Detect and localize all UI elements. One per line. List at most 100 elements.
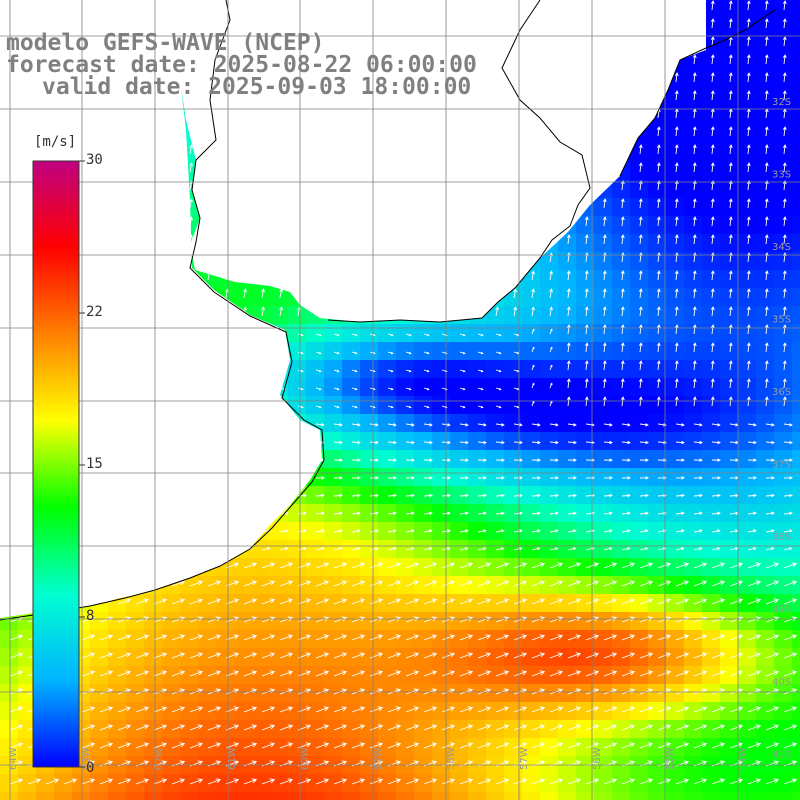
wind-cell [288,702,307,721]
lat-label: 35S [772,315,791,326]
lat-label: 34S [772,242,791,253]
wind-cell [378,648,397,667]
wind-cell [612,540,631,559]
wind-arrow [261,670,276,677]
wind-cell [360,702,379,721]
wind-cell [288,558,307,577]
wind-cell [414,342,433,361]
wind-cell [162,792,181,800]
wind-cell [738,360,757,379]
wind-cell [702,90,721,109]
wind-arrow [459,562,474,569]
wind-cell [540,630,559,649]
wind-cell [684,288,703,307]
wind-arrow [638,288,643,299]
wind-arrow [531,440,541,445]
wind-arrow [710,342,715,353]
wind-arrow [621,493,631,498]
wind-cell [630,198,649,217]
wind-arrow [81,742,96,749]
wind-cell [432,684,451,703]
wind-cell [594,486,613,505]
wind-arrow [315,351,322,355]
wind-cell [450,576,469,595]
wind-arrow [207,670,222,677]
wind-arrow [405,742,420,749]
wind-cell [234,720,253,739]
wind-arrow [549,742,564,749]
wind-arrow [333,598,348,605]
wind-cell [630,504,649,523]
wind-arrow [765,652,780,659]
wind-arrow [584,378,589,389]
wind-arrow [728,198,733,209]
wind-cell [414,720,433,739]
wind-cell [18,774,37,793]
wind-arrow [153,598,168,605]
wind-cell [378,378,397,397]
wind-cell [414,432,433,451]
wind-cell [144,720,163,739]
wind-arrow [405,476,415,480]
wind-cell [342,450,361,469]
wind-arrow [423,546,433,551]
wind-cell [522,666,541,685]
wind-cell [234,594,253,613]
wind-arrow [746,396,751,407]
wind-arrow [603,598,618,605]
wind-arrow [692,180,697,191]
wind-arrow [621,616,636,623]
wind-arrow [783,423,793,427]
wind-arrow [711,742,726,749]
wind-arrow [531,476,541,480]
wind-arrow [495,562,510,569]
wind-arrow [639,706,654,713]
wind-cell [468,378,487,397]
wind-arrow [620,378,625,389]
wind-arrow [351,387,358,391]
wind-arrow [369,369,376,373]
wind-cell [576,756,595,775]
wind-cell [594,306,613,325]
wind-cell [630,666,649,685]
wind-cell [324,612,343,631]
wind-arrow [765,476,775,480]
wind-arrow [782,378,787,389]
wind-cell [666,360,685,379]
wind-cell [756,612,775,631]
wind-arrow [549,511,559,515]
wind-cell [594,324,613,343]
wind-cell [720,486,739,505]
wind-arrow [81,652,96,659]
wind-cell [288,648,307,667]
wind-cell [468,612,487,631]
wind-cell [0,774,19,793]
wind-cell [630,738,649,757]
wind-arrow [423,351,430,355]
colorbar-tick-15: 15 [86,456,103,472]
wind-arrow [603,493,613,498]
wind-cell [396,360,415,379]
wind-cell [792,612,800,631]
wind-arrow [351,476,361,480]
wind-arrow [746,36,751,47]
wind-arrow [692,324,697,335]
wind-arrow [405,529,415,533]
wind-cell [360,756,379,775]
wind-cell [270,288,289,307]
wind-cell [342,432,361,451]
wind-cell [270,666,289,685]
wind-cell [612,306,631,325]
wind-arrow [728,288,733,299]
wind-cell [180,666,199,685]
wind-arrow [135,724,150,731]
wind-cell [702,666,721,685]
wind-cell [126,630,145,649]
wind-arrow [459,440,469,445]
wind-arrow [495,351,502,355]
wind-arrow [351,458,361,462]
wind-cell [540,792,559,800]
wind-cell [558,342,577,361]
wind-cell [756,792,775,800]
wind-arrow [315,652,330,659]
